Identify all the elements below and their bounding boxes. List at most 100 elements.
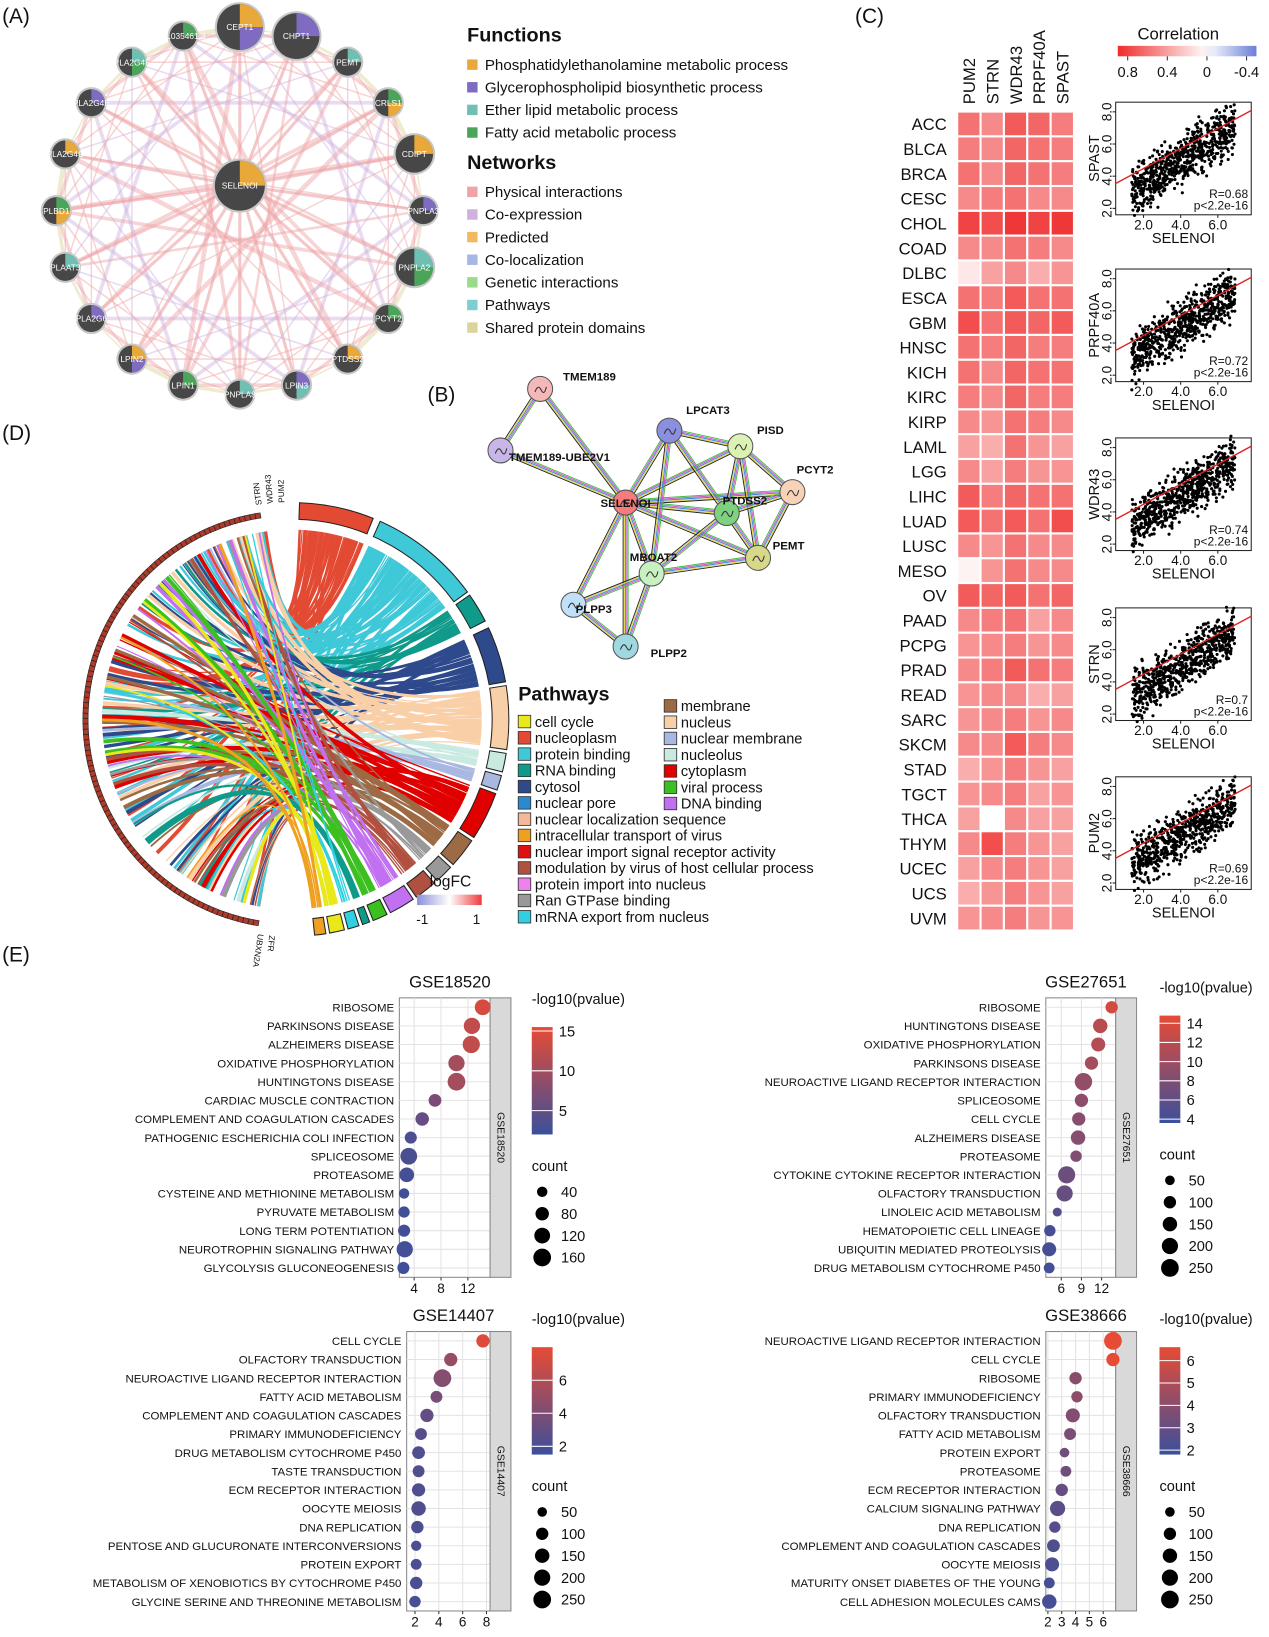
point	[1173, 177, 1177, 182]
heatmap-cell	[956, 234, 982, 262]
edge	[651, 558, 759, 576]
legend-label: modulation by virus of host cellular pro…	[535, 861, 814, 877]
point	[1206, 655, 1210, 659]
legend-label: nuclear localization sequence	[535, 812, 726, 828]
point	[1218, 487, 1222, 491]
colorbar-tick-label: 6	[1187, 1093, 1195, 1109]
point	[1148, 851, 1152, 855]
point	[1135, 524, 1139, 529]
dot	[412, 1446, 425, 1460]
heatmap-cell	[1049, 532, 1076, 560]
point	[1184, 295, 1188, 299]
row-label: LUAD	[902, 512, 946, 531]
panel-label: (E)	[2, 943, 30, 966]
dot	[1042, 1594, 1057, 1609]
dot	[415, 1428, 427, 1440]
point	[1135, 191, 1139, 196]
x-tick-label: 6	[459, 1615, 467, 1630]
point	[1177, 155, 1182, 159]
point	[1176, 300, 1180, 304]
point	[1203, 842, 1207, 846]
point	[1225, 609, 1229, 613]
point	[1165, 822, 1169, 826]
edge	[624, 444, 740, 502]
point	[1186, 498, 1190, 502]
point	[1194, 840, 1198, 844]
point	[1217, 829, 1221, 833]
y-tick-label: OXIDATIVE PHOSPHORYLATION	[217, 1058, 394, 1070]
panel-label: (A)	[2, 5, 30, 28]
strip-label: GSE38666	[1120, 1446, 1131, 1497]
point	[1167, 351, 1172, 355]
point	[1138, 324, 1142, 328]
dot	[1047, 1539, 1060, 1553]
point	[1147, 512, 1151, 516]
point	[1134, 521, 1138, 525]
point	[1130, 524, 1134, 528]
heatmap-cell	[979, 879, 1005, 907]
y-tick-label: 2.0	[1100, 874, 1115, 893]
point	[1141, 180, 1145, 184]
legend-title: count	[532, 1159, 568, 1175]
point	[1149, 201, 1153, 205]
point	[1229, 125, 1234, 129]
point	[1199, 636, 1203, 641]
row-label: STAD	[904, 760, 947, 779]
point	[1190, 650, 1195, 654]
heatmap-cell	[956, 358, 982, 386]
y-tick-label: PRIMARY IMMUNODEFICIENCY	[229, 1429, 401, 1441]
point	[1194, 292, 1198, 296]
point	[1202, 478, 1206, 483]
node-label: PNPLA8	[224, 389, 256, 399]
dot	[1059, 1447, 1070, 1458]
edge	[239, 152, 415, 188]
point	[1176, 835, 1180, 839]
point	[1175, 328, 1179, 332]
point	[1213, 638, 1217, 642]
point	[1177, 158, 1181, 162]
point	[1158, 830, 1162, 834]
point	[1221, 646, 1225, 650]
x-tick-label: 2	[411, 1615, 419, 1630]
heatmap-cell	[1026, 855, 1052, 882]
point	[1147, 517, 1151, 521]
edge	[651, 430, 670, 574]
heatmap-cell	[956, 681, 982, 709]
point	[1181, 468, 1186, 472]
point	[1177, 659, 1181, 663]
y-tick-label: 2.0	[1100, 199, 1115, 218]
point	[1193, 833, 1197, 837]
heatmap-cell	[1026, 234, 1052, 262]
row-label: UCEC	[900, 860, 947, 879]
y-tick-label: CARDIAC MUSCLE CONTRACTION	[205, 1096, 395, 1108]
point	[1171, 668, 1175, 672]
point	[1138, 358, 1142, 362]
y-tick-label: LINOLEIC ACID METABOLISM	[881, 1207, 1041, 1219]
point	[1159, 512, 1163, 517]
legend-swatch	[467, 231, 478, 243]
point	[1130, 830, 1135, 834]
dot	[1058, 1166, 1076, 1184]
point	[1146, 851, 1150, 855]
point	[1177, 520, 1181, 524]
point	[1132, 868, 1136, 872]
point	[1150, 520, 1154, 524]
point	[1151, 197, 1155, 202]
point	[1213, 323, 1217, 327]
node-label: SELENOI	[222, 181, 258, 191]
point	[1133, 369, 1137, 373]
legend-title: logFC	[430, 873, 472, 890]
heatmap-cell	[1026, 433, 1052, 461]
point	[1130, 388, 1134, 392]
dot	[1052, 1207, 1062, 1217]
heatmap-cell	[956, 482, 982, 510]
point	[1197, 480, 1201, 484]
point	[1217, 445, 1221, 449]
row-label: CHOL	[900, 214, 946, 233]
point	[1160, 344, 1164, 348]
point	[1172, 338, 1176, 342]
point	[1229, 807, 1234, 811]
point	[1168, 839, 1172, 843]
y-tick-label: CELL CYCLE	[971, 1114, 1041, 1126]
point	[1141, 194, 1145, 198]
